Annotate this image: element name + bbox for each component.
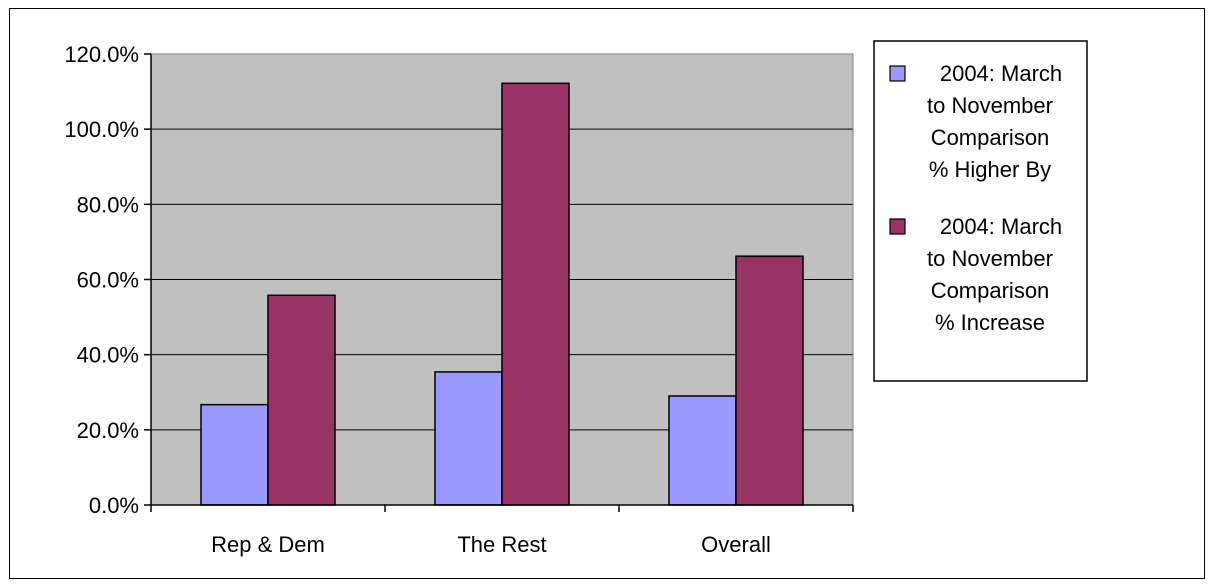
bar-increase-0	[267, 294, 336, 506]
y-tick-label: 60.0%	[77, 268, 139, 293]
y-tick-label: 80.0%	[77, 192, 139, 217]
y-tick-label: 20.0%	[77, 418, 139, 443]
bar-increase-2	[735, 255, 804, 506]
legend-swatch-increase	[889, 218, 906, 235]
x-tick-label: Rep & Dem	[211, 532, 325, 557]
bar-higher-by-1	[434, 371, 503, 506]
bar-higher-by-2	[668, 395, 737, 506]
bar-higher-by-0	[200, 403, 269, 506]
x-tick-label: Overall	[701, 532, 771, 557]
y-tick-label: 100.0%	[64, 117, 139, 142]
legend-label-increase: 2004: March to November Comparison% Increa…	[927, 214, 1062, 335]
y-tick-label: 40.0%	[77, 343, 139, 368]
legend-label-higher-by: 2004: March to November Comparison% Higher…	[927, 61, 1062, 182]
y-tick-label: 120.0%	[64, 42, 139, 67]
legend-swatch-higher-by	[889, 65, 906, 82]
y-tick-label: 0.0%	[89, 493, 139, 518]
x-tick-label: The Rest	[457, 532, 546, 557]
legend	[873, 40, 1088, 382]
bar-increase-1	[501, 82, 570, 506]
